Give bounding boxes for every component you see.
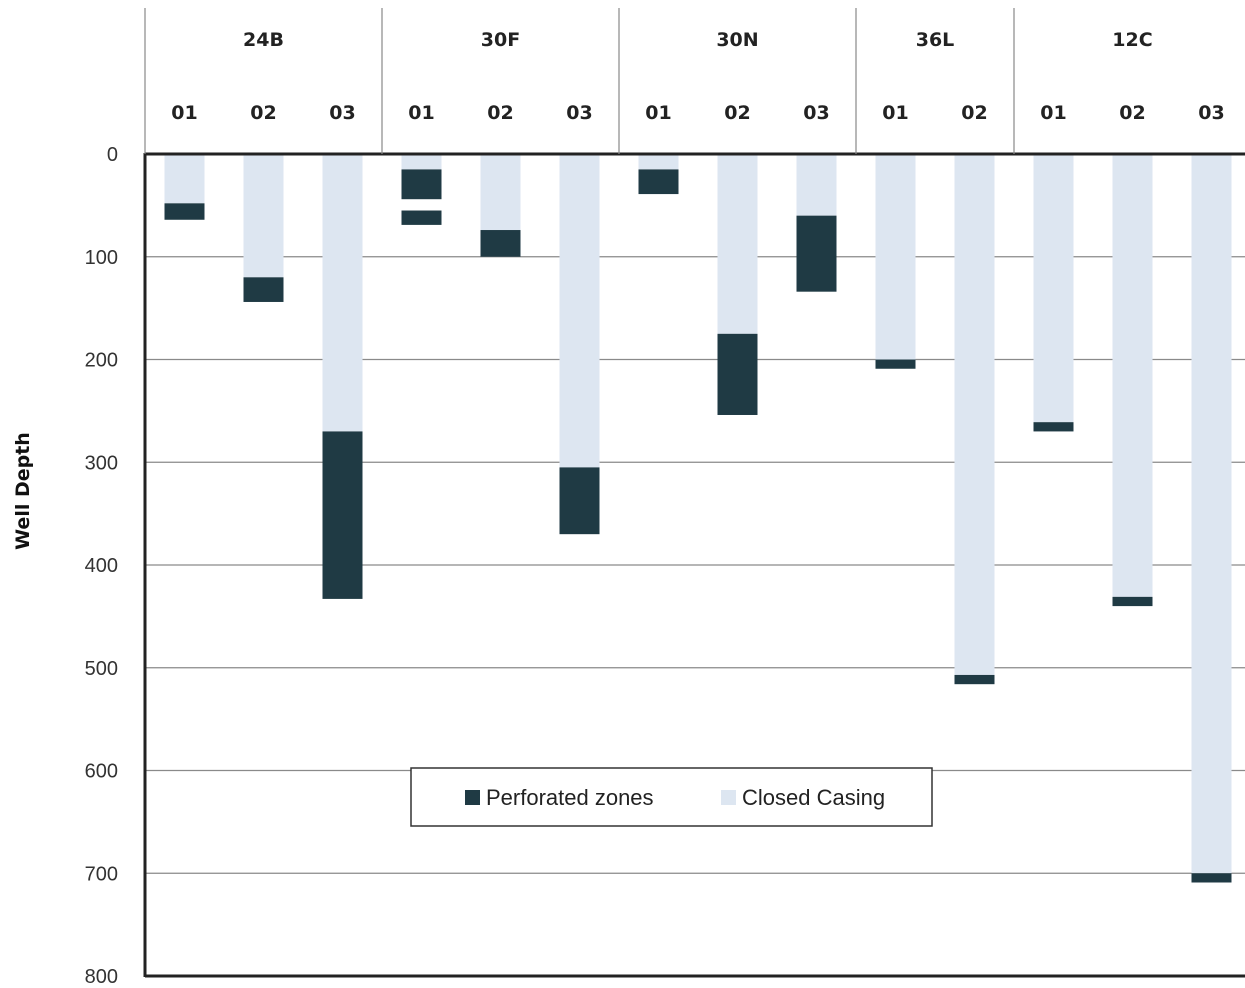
- bar-perforated-zone: [322, 431, 363, 599]
- legend-swatch-perforated: [465, 790, 480, 805]
- bar-closed-casing: [243, 154, 284, 278]
- y-tick-label: 600: [85, 761, 118, 783]
- group-label: 36L: [916, 29, 955, 51]
- group-label: 30F: [481, 29, 520, 51]
- bar-perforated-zone: [164, 203, 205, 220]
- axes: [143, 152, 1245, 978]
- bar-closed-casing: [322, 154, 363, 432]
- bar-closed-casing: [796, 154, 837, 216]
- bar-perforated-zone: [559, 467, 600, 535]
- well-label: 01: [1040, 102, 1066, 124]
- legend-label-casing: Closed Casing: [742, 785, 885, 810]
- bar-perforated-zone: [638, 169, 679, 195]
- bar-perforated-zone: [401, 210, 442, 225]
- well-label: 01: [408, 102, 434, 124]
- y-tick-label: 300: [85, 452, 118, 474]
- bar-perforated-zone: [480, 230, 521, 257]
- well-label: 03: [566, 102, 592, 124]
- bar-perforated-zone: [1112, 596, 1153, 607]
- bar-closed-casing: [164, 154, 205, 204]
- y-tick-label: 500: [85, 658, 118, 680]
- group-label: 12C: [1112, 29, 1152, 51]
- legend-box: [410, 767, 933, 827]
- group-label: 24B: [243, 29, 284, 51]
- bar-closed-casing: [480, 154, 521, 231]
- y-tick-label: 700: [85, 863, 118, 885]
- legend: Perforated zones Closed Casing: [410, 767, 933, 827]
- well-label: 03: [329, 102, 355, 124]
- bar-perforated-zone: [796, 215, 837, 292]
- well-label: 01: [882, 102, 908, 124]
- well-label: 02: [724, 102, 750, 124]
- well-label: 03: [1198, 102, 1224, 124]
- y-tick-labels: 0 100 200 300 400 500 600 700 800: [85, 144, 118, 988]
- well-label: 03: [803, 102, 829, 124]
- legend-swatch-casing: [721, 790, 736, 805]
- bar-perforated-zone: [875, 359, 916, 369]
- well-label: 01: [171, 102, 197, 124]
- bar-closed-casing: [1112, 154, 1153, 597]
- y-tick-label: 200: [85, 350, 118, 372]
- bar-perforated-zone: [717, 333, 758, 415]
- y-tick-label: 0: [107, 144, 118, 166]
- y-tick-label: 800: [85, 966, 118, 988]
- group-header: 01 02 03 24B 01 02 03 30F 01 02 03 30N 01 02 36L 01 02 03…: [144, 8, 1225, 154]
- bar-closed-casing: [875, 154, 916, 360]
- bar-closed-casing: [1191, 154, 1232, 874]
- bar-perforated-zone: [401, 169, 442, 200]
- bar-closed-casing: [717, 154, 758, 334]
- well-label: 02: [250, 102, 276, 124]
- bars: [164, 154, 1232, 883]
- well-label: 01: [645, 102, 671, 124]
- group-label: 30N: [716, 29, 758, 51]
- legend-label-perforated: Perforated zones: [486, 785, 654, 810]
- bar-closed-casing: [401, 154, 442, 170]
- bar-perforated-zone: [243, 277, 284, 302]
- y-tick-label: 100: [85, 247, 118, 269]
- y-axis-label: Well Depth: [12, 432, 34, 550]
- bar-perforated-zone: [1033, 422, 1074, 432]
- y-tick-label: 400: [85, 555, 118, 577]
- well-label: 02: [1119, 102, 1145, 124]
- well-label: 02: [961, 102, 987, 124]
- bar-closed-casing: [1033, 154, 1074, 423]
- bar-perforated-zone: [954, 674, 995, 685]
- well-label: 02: [487, 102, 513, 124]
- bar-closed-casing: [954, 154, 995, 675]
- bar-closed-casing: [559, 154, 600, 468]
- bar-perforated-zone: [1191, 873, 1232, 883]
- bar-closed-casing: [638, 154, 679, 170]
